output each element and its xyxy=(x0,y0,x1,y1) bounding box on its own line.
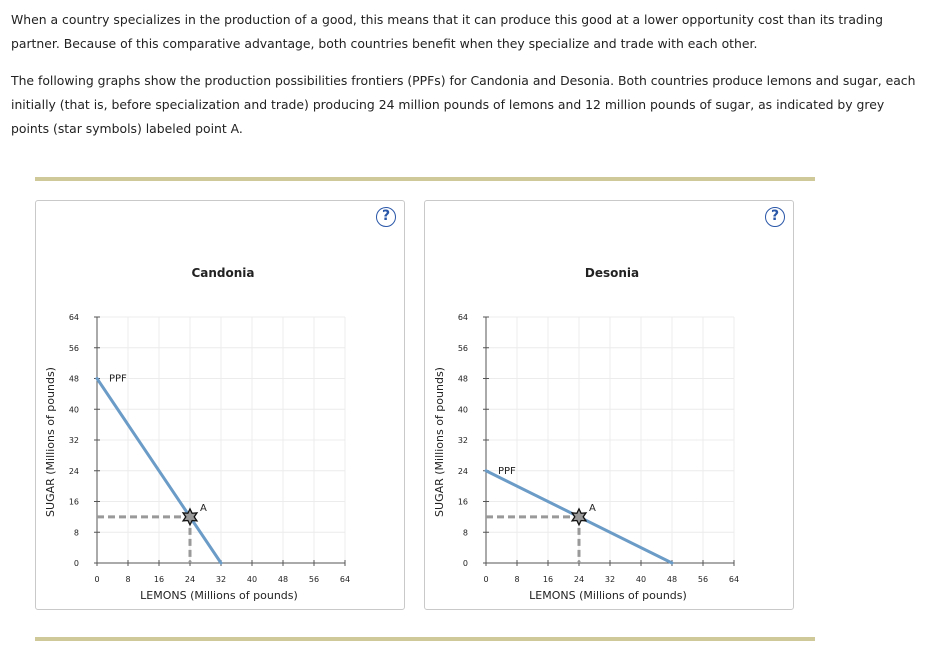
x-tick-label: 40 xyxy=(247,575,257,584)
x-tick-label: 40 xyxy=(636,575,646,584)
y-tick-label: 40 xyxy=(69,405,79,414)
x-tick-label: 8 xyxy=(514,575,519,584)
y-tick-label: 16 xyxy=(458,498,468,507)
x-tick-label: 56 xyxy=(698,575,708,584)
y-tick-label: 16 xyxy=(69,498,79,507)
ppf-label: PPF xyxy=(109,374,127,385)
y-tick-label: 64 xyxy=(458,313,468,322)
y-tick-label: 64 xyxy=(69,313,79,322)
y-tick-label: 56 xyxy=(69,344,79,353)
y-axis-label: SUGAR (Millions of pounds) xyxy=(44,367,57,517)
y-tick-label: 0 xyxy=(463,559,468,568)
y-tick-label: 32 xyxy=(458,436,468,445)
desonia-graph-panel: ? 0 8 16 24 32 40 48 56 64 0 8 16 24 32 40 48 56 64 Desoni… xyxy=(424,200,794,610)
x-tick-label: 64 xyxy=(729,575,739,584)
y-tick-label: 56 xyxy=(458,344,468,353)
x-tick-label: 24 xyxy=(185,575,195,584)
intro-paragraph: When a country specializes in the produc… xyxy=(11,12,883,51)
point-a-star xyxy=(570,507,588,527)
y-tick-label: 8 xyxy=(74,528,79,537)
y-tick-label: 0 xyxy=(74,559,79,568)
x-axis-label: LEMONS (Millions of pounds) xyxy=(140,589,298,602)
x-tick-label: 64 xyxy=(340,575,350,584)
x-tick-label: 16 xyxy=(543,575,553,584)
y-tick-label: 24 xyxy=(458,467,468,476)
candonia-ppf-chart: 0 8 16 24 32 40 48 56 64 0 8 16 24 32 40 48 56 64 Candonia… xyxy=(44,266,350,602)
y-tick-label: 24 xyxy=(69,467,79,476)
chart-title: Candonia xyxy=(191,266,254,280)
desonia-ppf-chart: 0 8 16 24 32 40 48 56 64 0 8 16 24 32 40 48 56 64 Desonia L… xyxy=(433,266,739,602)
y-tick-label: 32 xyxy=(69,436,79,445)
chart-title: Desonia xyxy=(585,266,639,280)
y-tick-label: 40 xyxy=(458,405,468,414)
point-a-label: A xyxy=(200,503,207,514)
x-tick-label: 16 xyxy=(154,575,164,584)
x-tick-label: 0 xyxy=(483,575,488,584)
x-tick-label: 8 xyxy=(125,575,130,584)
x-tick-label: 32 xyxy=(216,575,226,584)
help-icon[interactable]: ? xyxy=(376,207,396,227)
x-tick-label: 48 xyxy=(667,575,677,584)
point-a-label: A xyxy=(589,503,596,514)
y-tick-label: 48 xyxy=(458,375,468,384)
x-axis-label: LEMONS (Millions of pounds) xyxy=(529,589,687,602)
description-paragraph: The following graphs show the production… xyxy=(11,73,916,136)
x-tick-label: 48 xyxy=(278,575,288,584)
ppf-line xyxy=(95,377,223,565)
ppf-label: PPF xyxy=(498,466,516,477)
x-tick-label: 56 xyxy=(309,575,319,584)
y-axis-label: SUGAR (Millions of pounds) xyxy=(433,367,446,517)
top-divider xyxy=(35,177,815,181)
y-tick-label: 8 xyxy=(463,528,468,537)
help-icon[interactable]: ? xyxy=(765,207,785,227)
point-a-star xyxy=(181,507,199,527)
x-tick-label: 24 xyxy=(574,575,584,584)
x-tick-label: 0 xyxy=(94,575,99,584)
x-tick-label: 32 xyxy=(605,575,615,584)
candonia-graph-panel: ? 0 8 16 24 32 40 48 56 64 0 8 16 24 32 40 48 56 64 Candon… xyxy=(35,200,405,610)
y-tick-label: 48 xyxy=(69,375,79,384)
bottom-divider xyxy=(35,637,815,641)
